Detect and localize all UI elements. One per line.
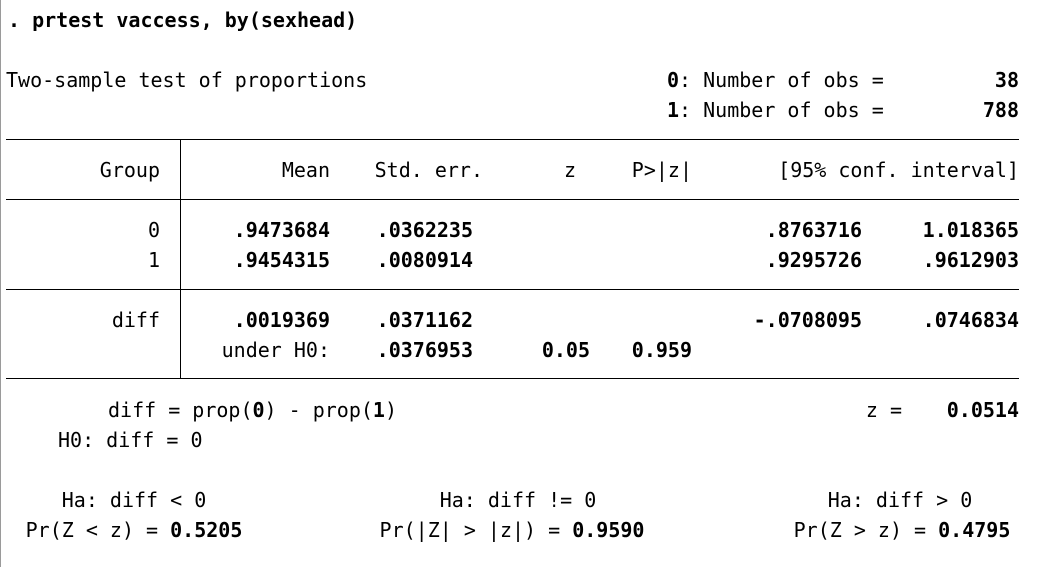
- diff-definition-part: diff = prop(: [108, 398, 253, 422]
- obs-row-0: 0: Number of obs =: [667, 68, 884, 92]
- z-stat-label: z =: [865, 398, 902, 422]
- ha-greater-than: Ha: diff > 0: [827, 488, 973, 512]
- col-header-conf-interval: [95% conf. interval]: [778, 158, 1019, 182]
- row-ci-high: .9612903: [922, 248, 1019, 272]
- obs-label-1: : Number of obs =: [679, 98, 884, 122]
- row-std-err: .0362235: [376, 218, 473, 242]
- col-header-group: Group: [99, 158, 160, 182]
- under-h0-std-err: .0376953: [376, 338, 473, 362]
- table-bottom-rule: [6, 378, 1019, 379]
- diff-definition-part: ): [384, 398, 398, 422]
- obs-row-1: 1: Number of obs =: [667, 98, 884, 122]
- pr-less-than: Pr(Z < z) = 0.5205: [26, 518, 243, 542]
- col-header-mean: Mean: [281, 158, 330, 182]
- table-top-rule: [6, 139, 1019, 140]
- obs-value-1: 788: [982, 98, 1019, 122]
- row-group: 0: [147, 218, 160, 242]
- row-mean: .9454315: [233, 248, 330, 272]
- obs-value-0: 38: [994, 68, 1019, 92]
- diff-definition-group-0: 0: [252, 398, 265, 422]
- diff-definition-group-1: 1: [372, 398, 385, 422]
- pr-not-equal-value: 0.9590: [572, 518, 645, 542]
- table-group-divider: [180, 139, 181, 378]
- z-stat-value: 0.0514: [946, 398, 1019, 422]
- pr-less-than-value: 0.5205: [170, 518, 243, 542]
- diff-std-err: .0371162: [376, 308, 473, 332]
- under-h0-z: 0.05: [541, 338, 590, 362]
- row-ci-low: .9295726: [765, 248, 862, 272]
- diff-mean: .0019369: [233, 308, 330, 332]
- diff-definition: diff = prop(0) - prop(1): [108, 398, 397, 422]
- table-header-rule: [6, 199, 1019, 200]
- col-header-p: P>|z|: [631, 158, 692, 182]
- null-hypothesis: H0: diff = 0: [58, 428, 203, 452]
- pr-not-equal: Pr(|Z| > |z|) = 0.9590: [380, 518, 645, 542]
- pr-greater-than-label: Pr(Z > z) =: [793, 518, 939, 542]
- row-mean: .9473684: [233, 218, 330, 242]
- pr-not-equal-label: Pr(|Z| > |z|) =: [379, 518, 573, 542]
- diff-ci-high: .0746834: [922, 308, 1019, 332]
- obs-group-0: 0: [667, 68, 680, 92]
- ha-less-than: Ha: diff < 0: [61, 488, 207, 512]
- pr-less-than-label: Pr(Z < z) =: [25, 518, 171, 542]
- row-ci-high: 1.018365: [922, 218, 1019, 242]
- command-line: . prtest vaccess, by(sexhead): [8, 8, 358, 32]
- table-diff-rule: [6, 289, 1019, 290]
- diff-ci-low: -.0708095: [753, 308, 862, 332]
- col-header-std-err: Std. err.: [374, 158, 483, 182]
- pr-greater-than-value: 0.4795: [938, 518, 1011, 542]
- output-frame-border: [0, 0, 1, 567]
- test-title: Two-sample test of proportions: [6, 68, 368, 92]
- under-h0-p: 0.959: [631, 338, 692, 362]
- obs-label-0: : Number of obs =: [679, 68, 884, 92]
- diff-definition-part: ) - prop(: [264, 398, 373, 422]
- ha-not-equal: Ha: diff != 0: [439, 488, 597, 512]
- row-ci-low: .8763716: [765, 218, 862, 242]
- diff-label: diff: [111, 308, 160, 332]
- under-h0-label: under H0:: [221, 338, 330, 362]
- pr-greater-than: Pr(Z > z) = 0.4795: [794, 518, 1011, 542]
- row-group: 1: [147, 248, 160, 272]
- col-header-z: z: [563, 158, 576, 182]
- row-std-err: .0080914: [376, 248, 473, 272]
- obs-group-1: 1: [667, 98, 680, 122]
